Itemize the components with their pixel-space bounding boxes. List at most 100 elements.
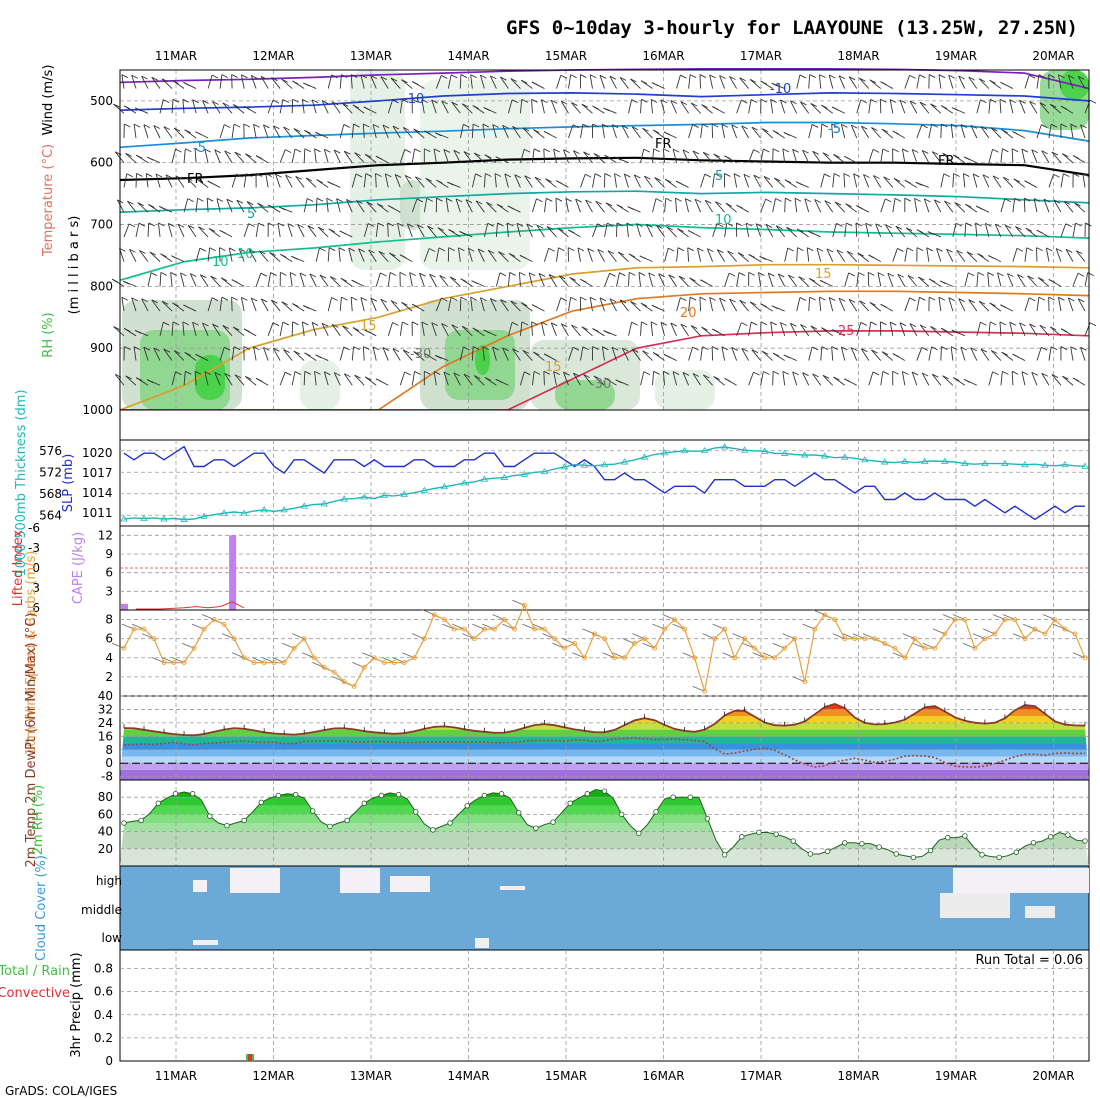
barb-staff: [916, 124, 923, 139]
wind-barb: [496, 203, 509, 213]
barb-feather: [1077, 272, 1085, 277]
barb-feather: [210, 275, 217, 280]
barb-feather: [919, 324, 927, 329]
barb-feather: [175, 148, 182, 153]
barb-feather: [433, 148, 441, 153]
wind-barb: [399, 149, 411, 163]
barb-feather: [458, 247, 465, 252]
barb-feather: [124, 123, 131, 128]
barb-staff: [990, 350, 1002, 361]
barb-staff: [670, 100, 677, 114]
wind-barb: [664, 197, 672, 213]
barb-staff: [1039, 102, 1050, 114]
wind-speed-marker: [602, 636, 607, 642]
barb-feather: [863, 174, 870, 178]
barb-staff: [342, 102, 353, 114]
wind-barb: [121, 74, 129, 89]
wind-barb: [719, 75, 726, 89]
barb-feather: [146, 173, 153, 177]
barb-feather: [796, 228, 804, 233]
barb-staff: [1058, 74, 1062, 89]
wind-barb: [859, 77, 870, 89]
barb-feather: [531, 321, 538, 326]
barb-feather: [604, 173, 612, 177]
barb-feather: [258, 222, 265, 227]
wind-barb: [368, 249, 377, 262]
wind-speed-marker: [511, 626, 517, 632]
barb-feather: [970, 347, 978, 352]
barb-feather: [314, 148, 321, 153]
wind-barb: [531, 198, 543, 213]
barb-staff: [777, 273, 786, 287]
barb-feather: [1041, 124, 1048, 129]
wind-speed-marker: [1082, 655, 1088, 661]
barb-feather: [780, 99, 787, 104]
barb-feather: [228, 247, 236, 252]
barb-feather: [603, 107, 610, 112]
wind-barb: [892, 370, 899, 386]
wind-speed-marker: [902, 655, 908, 661]
barb-staff: [1011, 148, 1014, 163]
wind-barb: [507, 321, 519, 336]
barb-feather: [717, 249, 724, 254]
wind-barb: [619, 299, 629, 312]
barb-feather: [411, 321, 419, 326]
wind-barb: [141, 298, 149, 312]
barb-staff: [343, 150, 353, 163]
wind-barb: [333, 149, 341, 163]
barb-staff: [938, 74, 942, 89]
wind-barb: [545, 178, 557, 188]
barb-staff: [719, 75, 726, 89]
wind-barb: [933, 199, 942, 213]
wind-barb: [314, 148, 321, 163]
barb-feather: [1060, 346, 1068, 350]
barb-feather: [1002, 370, 1009, 375]
barb-staff: [700, 173, 706, 188]
barb-feather: [460, 278, 467, 283]
barb-feather: [148, 204, 155, 208]
barb-staff: [463, 373, 473, 386]
barb-staff: [343, 373, 353, 386]
barb-feather: [621, 125, 629, 129]
wind-speed-marker: [431, 612, 437, 618]
wind-barb: [411, 98, 419, 114]
barb-staff: [676, 247, 679, 262]
barb-feather: [314, 370, 321, 375]
barb-staff: [988, 371, 994, 386]
barb-feather: [921, 124, 928, 129]
wind-barb: [291, 148, 302, 163]
barb-feather: [653, 370, 660, 375]
barb-feather: [390, 300, 398, 305]
thickness-marker: [620, 458, 629, 465]
barb-feather: [363, 123, 370, 128]
barb-staff: [1048, 346, 1052, 361]
cloud-cell: [1025, 906, 1055, 918]
barb-feather: [190, 273, 197, 278]
wind-barb: [139, 250, 149, 262]
barb-staff: [844, 222, 847, 237]
barb-staff: [780, 99, 786, 114]
barb-staff: [1055, 248, 1062, 262]
barb-feather: [460, 296, 468, 301]
barb-staff: [997, 272, 1002, 287]
wind-barb: [745, 222, 753, 237]
barb-staff: [222, 102, 233, 114]
wind-barb: [1084, 222, 1092, 237]
wind-barb: [262, 346, 270, 361]
wind-barb: [534, 176, 545, 188]
barb-staff: [621, 347, 629, 361]
wind-barb: [183, 82, 197, 89]
wind-barb: [553, 148, 560, 163]
wind-barb: [257, 202, 269, 213]
wind-barb: [568, 296, 577, 312]
wind-barb: [471, 173, 482, 188]
wind-barb: [419, 272, 426, 287]
rh-shade-blob: [300, 360, 340, 410]
barb-staff: [916, 74, 920, 89]
wind-barb: [1029, 100, 1038, 114]
barb-feather: [160, 253, 167, 258]
barb-feather: [977, 253, 984, 257]
wind-speed-marker: [231, 636, 237, 642]
barb-feather: [1011, 370, 1019, 375]
barb-feather: [461, 325, 469, 330]
